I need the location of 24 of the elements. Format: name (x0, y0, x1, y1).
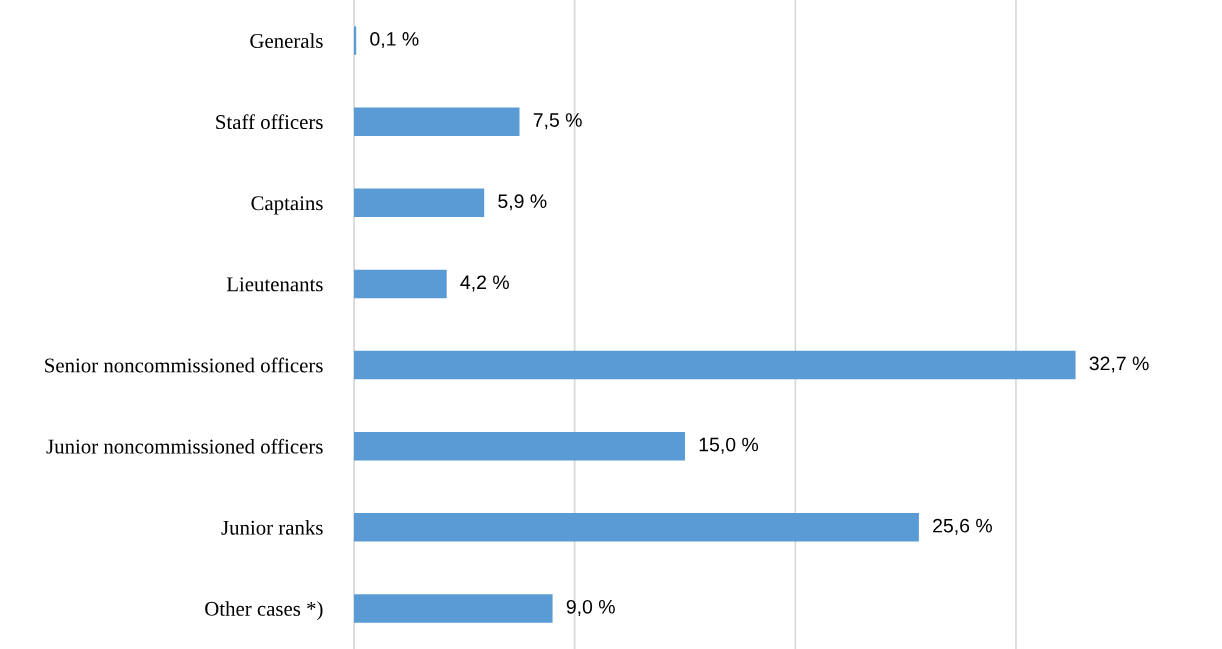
data-label: 9,0 % (566, 599, 615, 616)
y-tick-label: Captains (251, 196, 323, 215)
data-label: 15,0 % (699, 437, 759, 454)
bar (354, 431, 685, 461)
y-tick-label: Junior noncommissioned officers (46, 438, 323, 454)
bar (354, 350, 1076, 380)
y-tick-label: Senior noncommissioned officers (45, 357, 323, 373)
bar (354, 26, 357, 55)
data-label: 4,2 % (460, 275, 509, 292)
y-tick-label: Other cases *) (205, 601, 323, 621)
y-tick-label: Junior ranks (221, 520, 323, 535)
data-label: 25,6 % (933, 518, 992, 535)
data-label: 0,1 % (370, 32, 419, 49)
y-tick-label: Lieutenants (226, 277, 323, 292)
bar (354, 269, 447, 299)
bar (354, 513, 919, 542)
data-label: 5,9 % (498, 194, 547, 211)
bar (354, 107, 520, 136)
y-tick-label: Generals (250, 33, 323, 48)
bar (354, 188, 485, 218)
data-label: 32,7 % (1089, 356, 1149, 373)
y-tick-label: Staff officers (216, 114, 323, 130)
data-label: 7,5 % (533, 113, 582, 130)
bar (354, 594, 553, 623)
